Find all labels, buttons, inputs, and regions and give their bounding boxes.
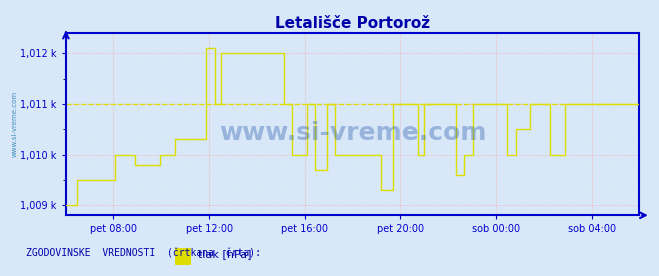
Text: www.si-vreme.com: www.si-vreme.com xyxy=(11,91,17,157)
Title: Letališče Portorož: Letališče Portorož xyxy=(275,15,430,31)
Text: www.si-vreme.com: www.si-vreme.com xyxy=(219,121,486,145)
Text: tlak [hPa]: tlak [hPa] xyxy=(198,249,251,259)
Text: ZGODOVINSKE  VREDNOSTI  (črtkana  črta):: ZGODOVINSKE VREDNOSTI (črtkana črta): xyxy=(26,249,262,259)
